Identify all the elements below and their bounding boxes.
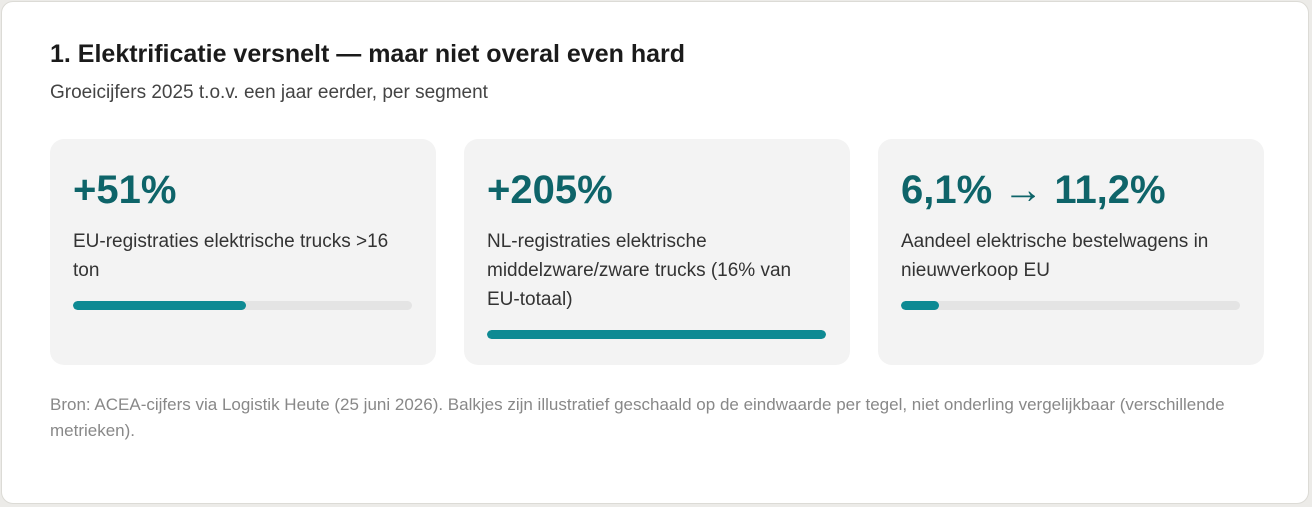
footnote: Bron: ACEA-cijfers via Logistik Heute (2… [50,395,1225,440]
kpi-value: +205% [487,168,613,212]
kpi-tile: +205% NL-registraties elektrische middelz… [464,139,850,365]
kpi-label: EU-registraties elektrische trucks >16 t… [73,231,389,281]
bar-track [901,301,1240,310]
kpi-value: 6,1% → 11,2% [901,168,1166,212]
subtitle: Groeicijfers 2025 t.o.v. een jaar eerder… [50,82,488,103]
bar-fill [901,301,939,310]
kpi-label: NL-registraties elektrische middelzware/… [487,231,792,310]
bar-fill [73,301,246,310]
bar-fill [487,330,826,339]
kpi-tile: +51% EU-registraties elektrische trucks >… [50,139,436,365]
title: 1. Elektrificatie versnelt — maar niet o… [50,40,686,68]
kpi-value: +51% [73,168,177,212]
bar-track [487,330,826,339]
bar-track [73,301,412,310]
tiles: +51% EU-registraties elektrische trucks >… [50,139,1264,365]
kpi-tile: 6,1% → 11,2% Aandeel elektrische bestelwa… [878,139,1264,365]
kpi-label: Aandeel elektrische bestelwagens in nieu… [901,231,1209,281]
